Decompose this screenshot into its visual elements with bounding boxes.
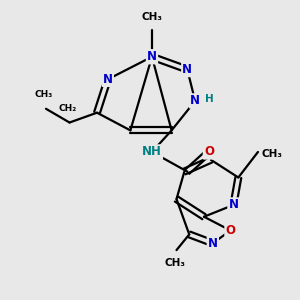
Text: N: N — [228, 199, 239, 212]
Text: CH₃: CH₃ — [35, 90, 53, 99]
Text: N: N — [147, 50, 157, 63]
Text: CH₃: CH₃ — [142, 12, 163, 22]
Text: N: N — [103, 73, 113, 86]
Text: NH: NH — [142, 146, 162, 158]
Text: CH₂: CH₂ — [58, 104, 77, 113]
Text: H: H — [205, 94, 213, 104]
Text: N: N — [182, 63, 192, 76]
Text: N: N — [208, 237, 218, 250]
Text: O: O — [204, 146, 214, 158]
Text: O: O — [226, 224, 236, 237]
Text: CH₃: CH₃ — [262, 149, 283, 159]
Text: N: N — [190, 94, 200, 107]
Text: CH₃: CH₃ — [164, 258, 185, 268]
